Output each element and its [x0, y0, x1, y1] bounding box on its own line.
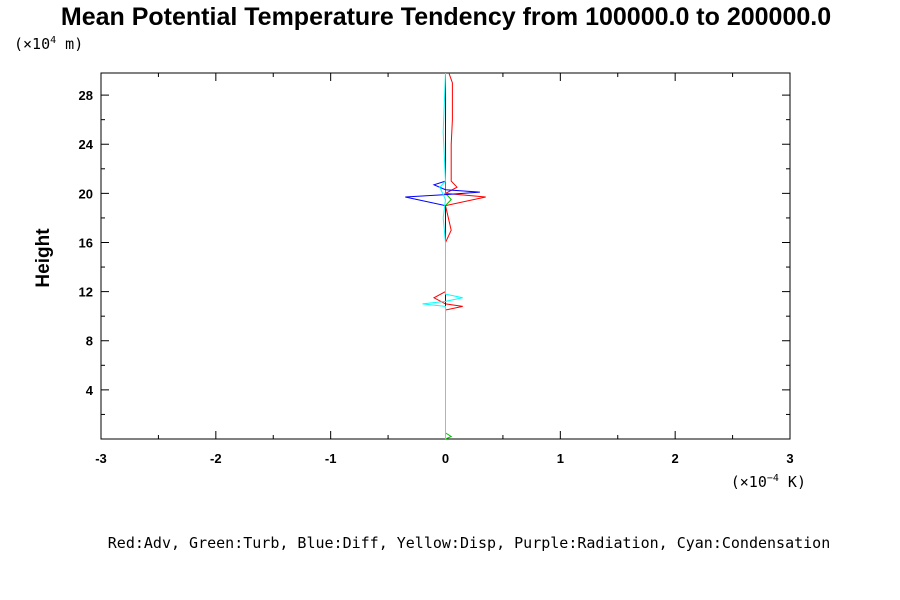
y-tick-label: 28 [79, 88, 93, 103]
y-axis-label: Height [33, 228, 54, 288]
x-tick-label: 1 [557, 451, 564, 466]
x-tick-label: 0 [442, 451, 449, 466]
x-tick-label: -2 [210, 451, 222, 466]
series-line-1 [445, 73, 453, 440]
y-tick-label: 12 [79, 285, 93, 300]
y-tick-label: 24 [79, 137, 94, 152]
series-line-2 [405, 73, 480, 439]
y-tick-label: 16 [79, 235, 93, 250]
x-unit-label: (×10−4 K) [731, 473, 806, 491]
x-tick-label: -1 [325, 451, 337, 466]
x-tick-label: 3 [786, 451, 793, 466]
y-unit-label: (×104 m) [14, 35, 83, 53]
y-tick-label: 4 [86, 383, 94, 398]
y-tick-label: 8 [86, 334, 93, 349]
y-unit-exponent: 4 [50, 35, 56, 46]
x-unit-exponent: −4 [767, 473, 779, 484]
y-unit-suffix: m) [56, 35, 83, 53]
x-unit-suffix: K) [779, 473, 806, 491]
x-tick-label: 2 [672, 451, 679, 466]
legend: Red:Adv, Green:Turb, Blue:Diff, Yellow:D… [108, 534, 830, 552]
y-tick-label: 20 [79, 186, 93, 201]
x-tick-label: -3 [95, 451, 107, 466]
chart-title: Mean Potential Temperature Tendency from… [61, 3, 831, 31]
series-line-0 [432, 72, 486, 439]
series-line-3 [422, 72, 463, 439]
y-unit-prefix: (×10 [14, 35, 50, 53]
x-unit-prefix: (×10 [731, 473, 767, 491]
